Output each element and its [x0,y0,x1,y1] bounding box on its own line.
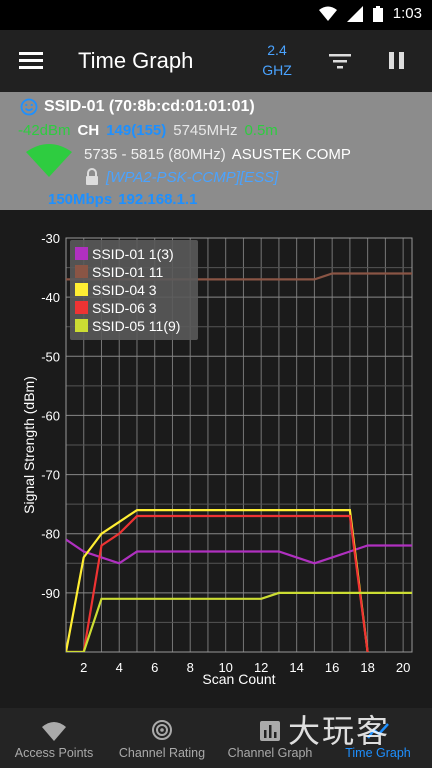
legend-label: SSID-05 11(9) [92,318,180,334]
band-toggle-button[interactable]: 2.4 GHZ [250,40,304,80]
legend-swatch [75,319,88,332]
page-title: Time Graph [78,48,194,73]
y-tick-label: -50 [41,349,60,364]
band-value: 2.4 [267,42,287,58]
y-tick-label: -70 [41,468,60,483]
x-tick-label: 16 [325,660,339,675]
y-tick-label: -80 [41,527,60,542]
legend-swatch [75,247,88,260]
nav-label: Access Points [14,746,94,760]
x-tick-label: 6 [151,660,158,675]
legend-label: SSID-04 3 [92,282,157,298]
app-bar: Time Graph 2.4 GHZ [0,30,432,92]
ip-address: 192.168.1.1 [118,191,198,208]
chart-svg: -30 -40 -50 -60 -70 -80 -90 2 4 6 8 10 12 14 16 18 20 Sca… [21,231,413,687]
wifi-strength-icon [26,144,72,177]
channel-label: CH [77,122,100,139]
series-line-5 [66,591,412,652]
y-tick-label: -90 [41,586,60,601]
nav-channel-rating[interactable]: Channel Rating [108,708,216,768]
x-tick-label: 20 [396,660,410,675]
nav-label: Time Graph [345,746,411,760]
radar-icon [152,720,172,740]
wifi-icon [42,722,66,741]
status-bar: 1:03 [0,0,432,30]
distance: 0.5m [244,122,278,139]
y-axis-label: Signal Strength (dBm) [21,376,37,514]
legend-swatch [75,283,88,296]
frequency-range: 5735 - 5815 (80MHz) [84,146,226,163]
signal-strength: -42dBm [18,122,71,139]
vendor: ASUSTEK COMP [231,146,351,163]
signal-icon [346,5,363,22]
battery-icon [372,5,383,22]
x-tick-label: 4 [116,660,123,675]
bottom-navigation: Access Points Channel Rating Channel Gra… [0,708,432,768]
nav-time-graph[interactable]: Time Graph [324,708,432,768]
x-tick-label: 12 [254,660,268,675]
menu-icon[interactable] [18,48,44,74]
legend-swatch [75,265,88,278]
smiley-icon [20,98,38,116]
wifi-icon [318,6,337,21]
plot-border [65,237,413,653]
series-line-3 [66,509,369,652]
ssid-label: SSID-01 (70:8b:cd:01:01:01) [44,98,255,115]
bar-chart-icon [260,721,280,741]
band-unit: GHZ [262,62,292,78]
series-line-1 [66,538,412,565]
x-tick-label: 2 [80,660,87,675]
y-tick-label: -30 [41,231,60,246]
lock-icon [86,168,98,185]
nav-label: Channel Graph [227,746,313,760]
watermark-logo: 大玩客 [288,712,391,750]
pause-icon[interactable] [384,48,410,74]
x-tick-label: 10 [218,660,232,675]
legend-box [70,240,198,340]
x-axis-label: Scan Count [202,671,275,687]
nav-label: Channel Rating [118,746,206,760]
legend-label: SSID-01 1(3) [92,246,174,262]
link-speed: 150Mbps [48,191,113,208]
nav-access-points[interactable]: Access Points [0,708,108,768]
y-tick-label: -40 [41,290,60,305]
series-line-4 [66,514,369,652]
legend-swatch [75,301,88,314]
x-tick-label: 8 [187,660,194,675]
line-chart-icon [367,723,389,739]
connected-wifi-panel[interactable]: SSID-01 (70:8b:cd:01:01:01) -42dBm CH 14… [0,92,432,210]
channel-value: 149(155) [106,122,167,139]
security-capabilities: [WPA2-PSK-CCMP][ESS] [106,168,279,186]
x-tick-label: 18 [360,660,374,675]
y-tick-label: -60 [41,408,60,423]
status-time: 1:03 [392,5,422,22]
nav-channel-graph[interactable]: Channel Graph [216,708,324,768]
legend-label: SSID-01 11 [92,264,164,280]
legend-label: SSID-06 3 [92,300,157,316]
time-graph-chart: -30 -40 -50 -60 -70 -80 -90 2 4 6 8 10 12 14 16 18 20 Sca… [0,210,432,708]
x-tick-label: 14 [289,660,303,675]
frequency: 5745MHz [173,122,238,139]
filter-icon[interactable] [326,48,354,74]
